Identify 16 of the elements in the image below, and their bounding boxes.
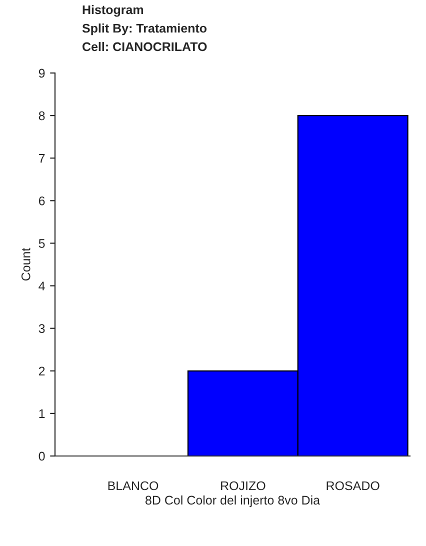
chart-title: Histogram Split By: Tratamiento Cell: CIANOCRILATO <box>82 5 207 52</box>
y-tick-label: 7 <box>38 154 45 163</box>
y-tick-label: 5 <box>38 239 45 248</box>
y-tick-label: 6 <box>38 196 45 206</box>
y-tick-label: 1 <box>39 409 45 418</box>
y-tick-label: 4 <box>38 282 45 290</box>
y-tick-label: 8 <box>38 111 45 120</box>
y-tick-label: 3 <box>38 324 45 333</box>
x-tick-label: BLANCO <box>108 481 158 490</box>
x-tick-label: ROJIZO <box>221 481 266 490</box>
y-tick-label: 2 <box>38 366 45 376</box>
y-tick-label: 0 <box>38 452 45 461</box>
y-tick-label: 9 <box>38 68 45 78</box>
y-axis-title: Count <box>21 248 30 281</box>
x-axis-title: 8D Col Color del injerto 8vo Dia <box>146 495 320 508</box>
x-tick-label: ROSADO <box>326 481 380 490</box>
